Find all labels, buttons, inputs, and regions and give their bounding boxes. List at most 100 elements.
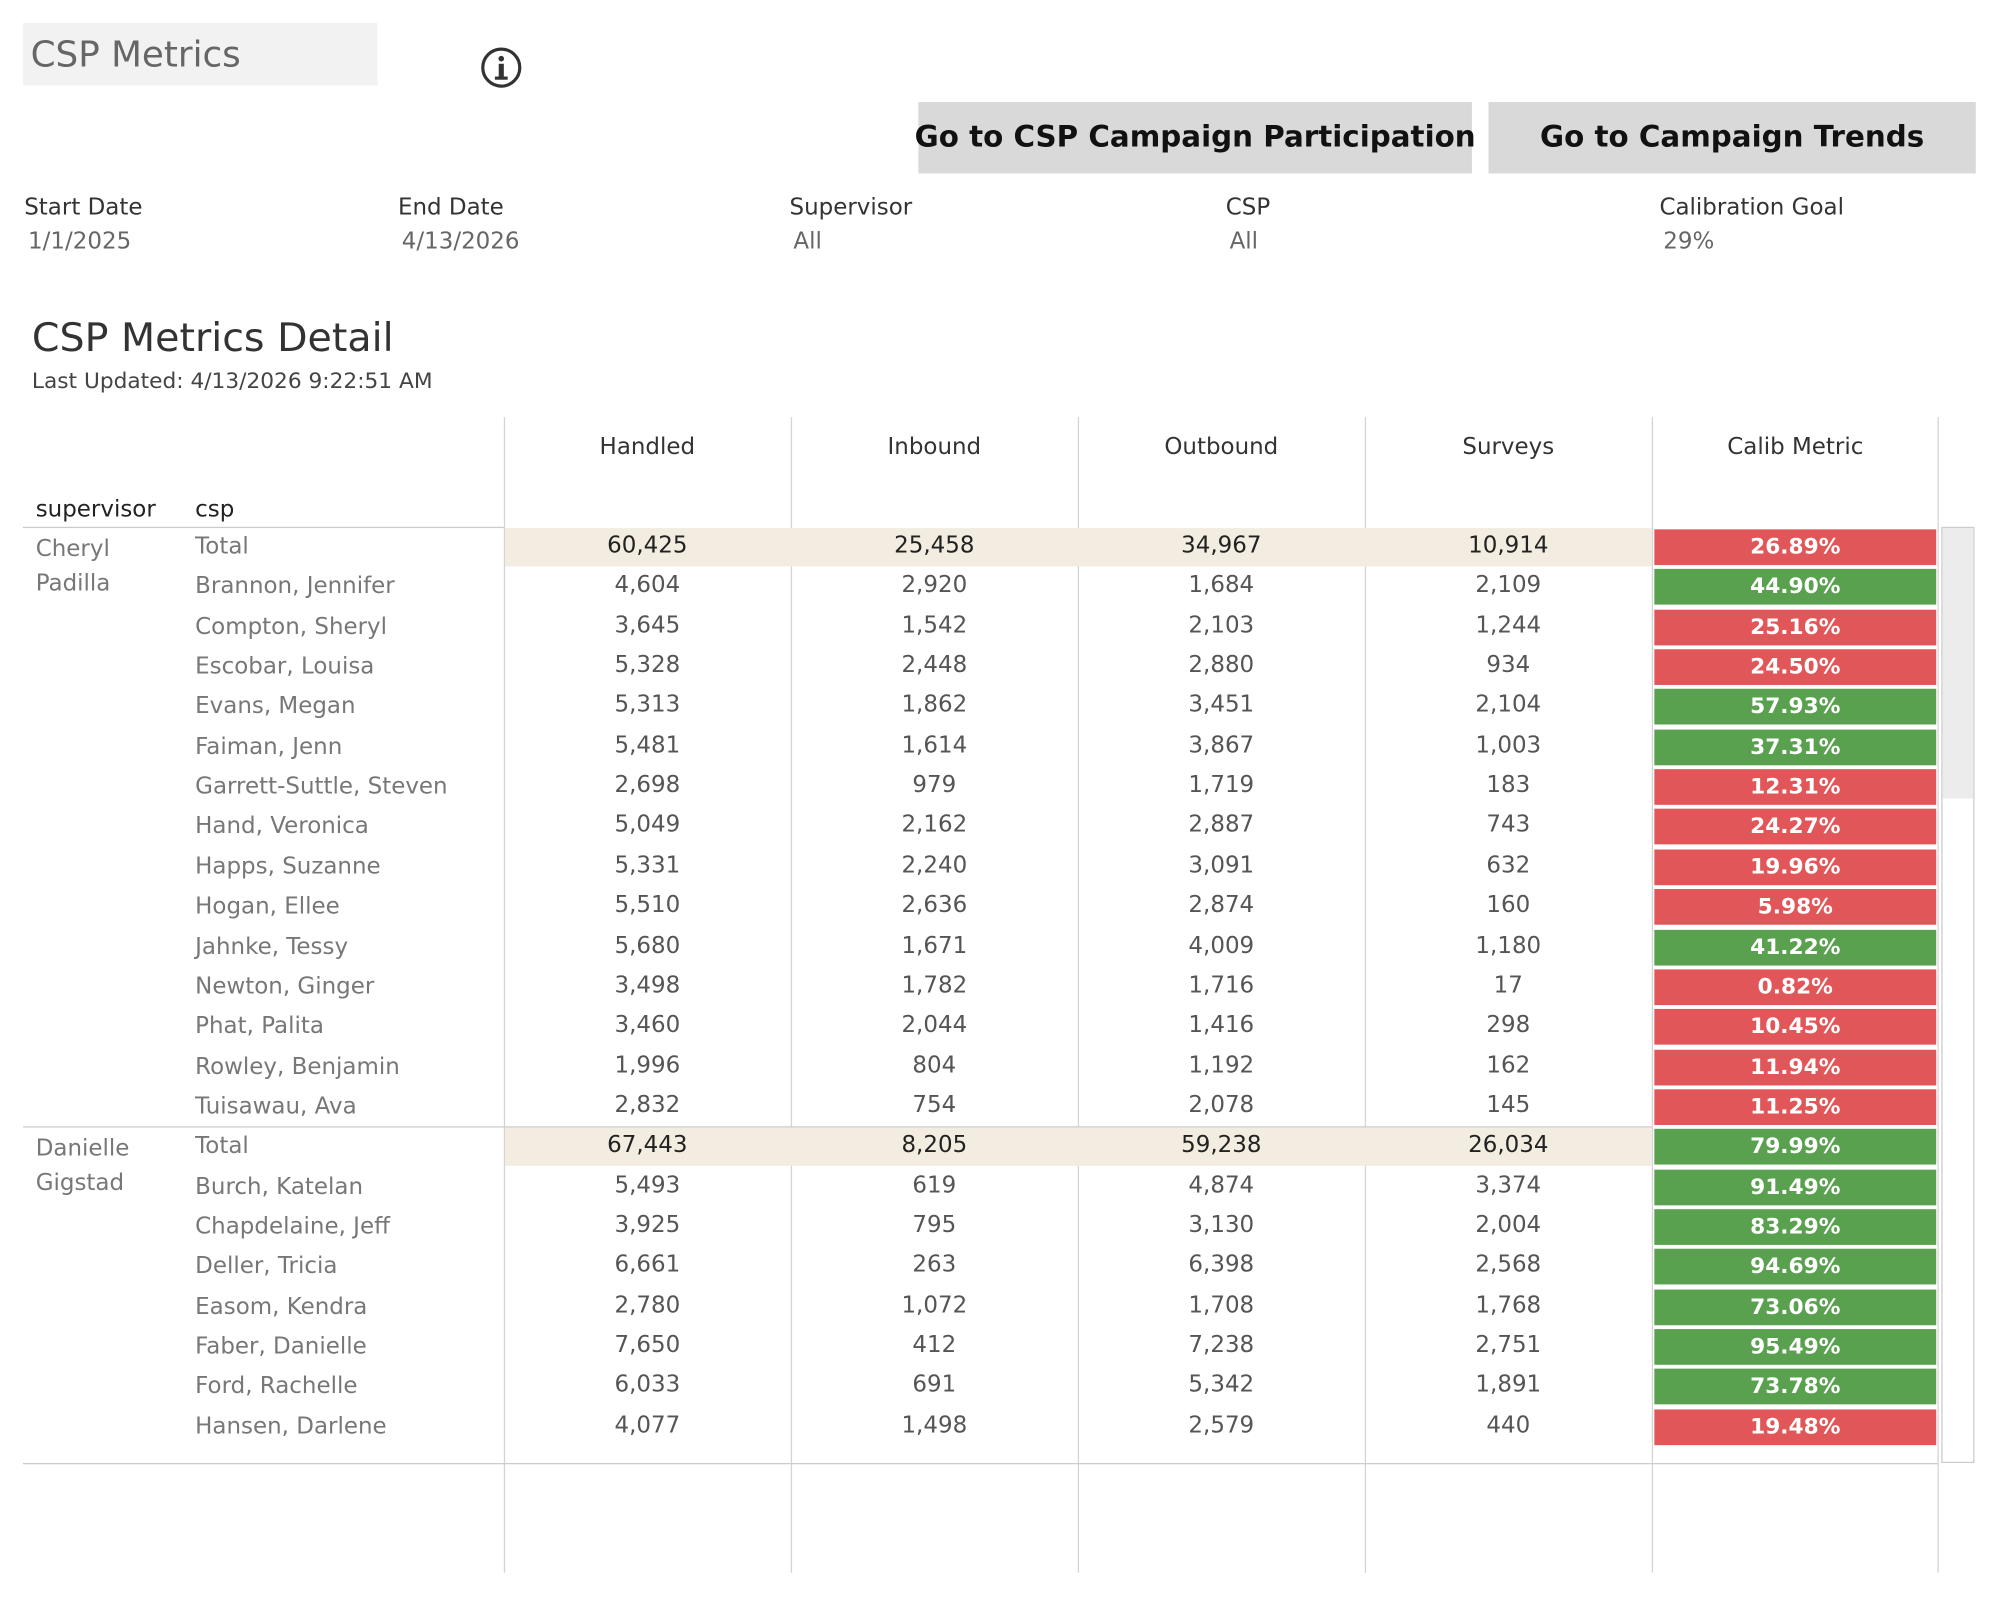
cell-value: 1,072 bbox=[901, 1291, 968, 1319]
cell-value: 1,671 bbox=[901, 931, 968, 959]
cell-value: 263 bbox=[912, 1251, 957, 1279]
column-header: Handled bbox=[599, 433, 696, 461]
column-header: Calib Metric bbox=[1727, 433, 1864, 461]
cell-value: 7,238 bbox=[1188, 1331, 1255, 1359]
cell-value: 1,542 bbox=[901, 611, 968, 639]
scrollbar-thumb[interactable] bbox=[1942, 528, 1974, 799]
csp-name: Tuisawau, Ava bbox=[195, 1092, 357, 1120]
calib-cell: 79.99% bbox=[1654, 1129, 1937, 1165]
filter-value[interactable]: 1/1/2025 bbox=[28, 228, 132, 256]
cell-value: 2,636 bbox=[901, 891, 968, 919]
csp-name: Jahnke, Tessy bbox=[195, 933, 349, 960]
csp-name: Hogan, Ellee bbox=[195, 893, 340, 920]
cell-value: 2,780 bbox=[614, 1291, 681, 1319]
cell-value: 7,650 bbox=[614, 1331, 681, 1359]
supervisor-name: Cheryl Padilla bbox=[35, 535, 111, 597]
calib-cell: 11.94% bbox=[1654, 1049, 1937, 1085]
csp-name: Rowley, Benjamin bbox=[195, 1052, 400, 1080]
cell-value: 17 bbox=[1493, 971, 1523, 999]
cell-value: 795 bbox=[912, 1211, 957, 1239]
cell-value: 2,874 bbox=[1188, 891, 1255, 919]
cell-value: 2,103 bbox=[1188, 611, 1255, 639]
csp-name: Chapdelaine, Jeff bbox=[195, 1212, 390, 1240]
calib-cell: 5.98% bbox=[1654, 889, 1937, 925]
cell-value: 3,645 bbox=[614, 611, 681, 639]
info-icon[interactable] bbox=[480, 46, 523, 89]
column-header: Surveys bbox=[1462, 433, 1555, 461]
cell-value: 804 bbox=[912, 1051, 957, 1079]
filter-value[interactable]: All bbox=[1229, 228, 1259, 256]
cell-value: 1,708 bbox=[1188, 1291, 1255, 1319]
cell-value: 4,604 bbox=[614, 571, 681, 599]
cell-value: 4,009 bbox=[1188, 931, 1255, 959]
column-divider bbox=[1364, 417, 1367, 1573]
cell-value: 2,004 bbox=[1475, 1211, 1542, 1239]
calib-cell: 19.48% bbox=[1654, 1409, 1937, 1445]
column-header: Inbound bbox=[887, 433, 982, 461]
cell-value: 1,782 bbox=[901, 971, 968, 999]
row-header: supervisor bbox=[35, 496, 156, 523]
nav-button[interactable]: Go to Campaign Trends bbox=[1488, 102, 1976, 174]
cell-value: 2,240 bbox=[901, 851, 968, 879]
cell-value: 160 bbox=[1486, 891, 1531, 919]
dashboard-title: CSP Metrics bbox=[22, 22, 378, 86]
column-header: Outbound bbox=[1164, 433, 1279, 461]
filter-value[interactable]: 4/13/2026 bbox=[401, 228, 520, 256]
csp-name: Phat, Palita bbox=[195, 1012, 324, 1040]
cell-value: 619 bbox=[912, 1171, 957, 1199]
calib-cell: 44.90% bbox=[1654, 569, 1937, 606]
cell-value: 10,914 bbox=[1468, 531, 1549, 559]
csp-name: Deller, Tricia bbox=[195, 1252, 338, 1280]
cell-value: 1,003 bbox=[1475, 731, 1542, 759]
calib-cell: 73.06% bbox=[1654, 1289, 1937, 1325]
calib-cell: 91.49% bbox=[1654, 1169, 1937, 1205]
calib-cell: 83.29% bbox=[1654, 1209, 1937, 1245]
cell-value: 2,078 bbox=[1188, 1091, 1255, 1119]
cell-value: 2,104 bbox=[1475, 691, 1542, 719]
cell-value: 2,568 bbox=[1475, 1251, 1542, 1279]
calib-cell: 41.22% bbox=[1654, 929, 1937, 965]
cell-value: 5,331 bbox=[614, 851, 681, 879]
table-title: CSP Metrics Detail bbox=[31, 315, 394, 361]
cell-value: 2,880 bbox=[1188, 651, 1255, 679]
cell-value: 3,498 bbox=[614, 971, 681, 999]
calib-cell: 95.49% bbox=[1654, 1329, 1937, 1365]
cell-value: 1,614 bbox=[901, 731, 968, 759]
cell-value: 2,579 bbox=[1188, 1411, 1255, 1439]
csp-name: Garrett-Suttle, Steven bbox=[195, 773, 448, 800]
cell-value: 5,680 bbox=[614, 931, 681, 959]
csp-name: Faber, Danielle bbox=[195, 1332, 367, 1360]
total-row-bg bbox=[505, 528, 1652, 567]
supervisor-name: Danielle Gigstad bbox=[35, 1135, 130, 1197]
filter-value[interactable]: 29% bbox=[1663, 228, 1715, 256]
nav-button[interactable]: Go to CSP Campaign Participation bbox=[915, 102, 1476, 174]
cell-value: 5,481 bbox=[614, 731, 681, 759]
csp-name: Ford, Rachelle bbox=[195, 1372, 358, 1400]
header-rule bbox=[22, 526, 504, 529]
cell-value: 6,033 bbox=[614, 1371, 681, 1399]
cell-value: 2,044 bbox=[901, 1011, 968, 1039]
cell-value: 2,162 bbox=[901, 811, 968, 839]
cell-value: 691 bbox=[912, 1371, 957, 1399]
csp-name: Hansen, Darlene bbox=[195, 1412, 387, 1440]
calib-cell: 12.31% bbox=[1654, 769, 1937, 805]
cell-value: 2,832 bbox=[614, 1091, 681, 1119]
cell-value: 412 bbox=[912, 1331, 957, 1359]
cell-value: 743 bbox=[1486, 811, 1531, 839]
cell-value: 2,448 bbox=[901, 651, 968, 679]
cell-value: 5,493 bbox=[614, 1171, 681, 1199]
calib-cell: 26.89% bbox=[1654, 529, 1937, 566]
cell-value: 162 bbox=[1486, 1051, 1531, 1079]
filter-value[interactable]: All bbox=[793, 228, 822, 256]
column-divider bbox=[1651, 417, 1654, 1573]
csp-name: Evans, Megan bbox=[195, 693, 356, 720]
cell-value: 5,328 bbox=[614, 651, 681, 679]
cell-value: 298 bbox=[1486, 1011, 1531, 1039]
csp-name: Happs, Suzanne bbox=[195, 853, 381, 880]
csp-name: Newton, Ginger bbox=[195, 973, 375, 1000]
cell-value: 440 bbox=[1486, 1411, 1531, 1439]
cell-value: 979 bbox=[912, 771, 957, 799]
cell-value: 3,091 bbox=[1188, 851, 1255, 879]
cell-value: 60,425 bbox=[607, 531, 688, 559]
cell-value: 5,049 bbox=[614, 811, 681, 839]
